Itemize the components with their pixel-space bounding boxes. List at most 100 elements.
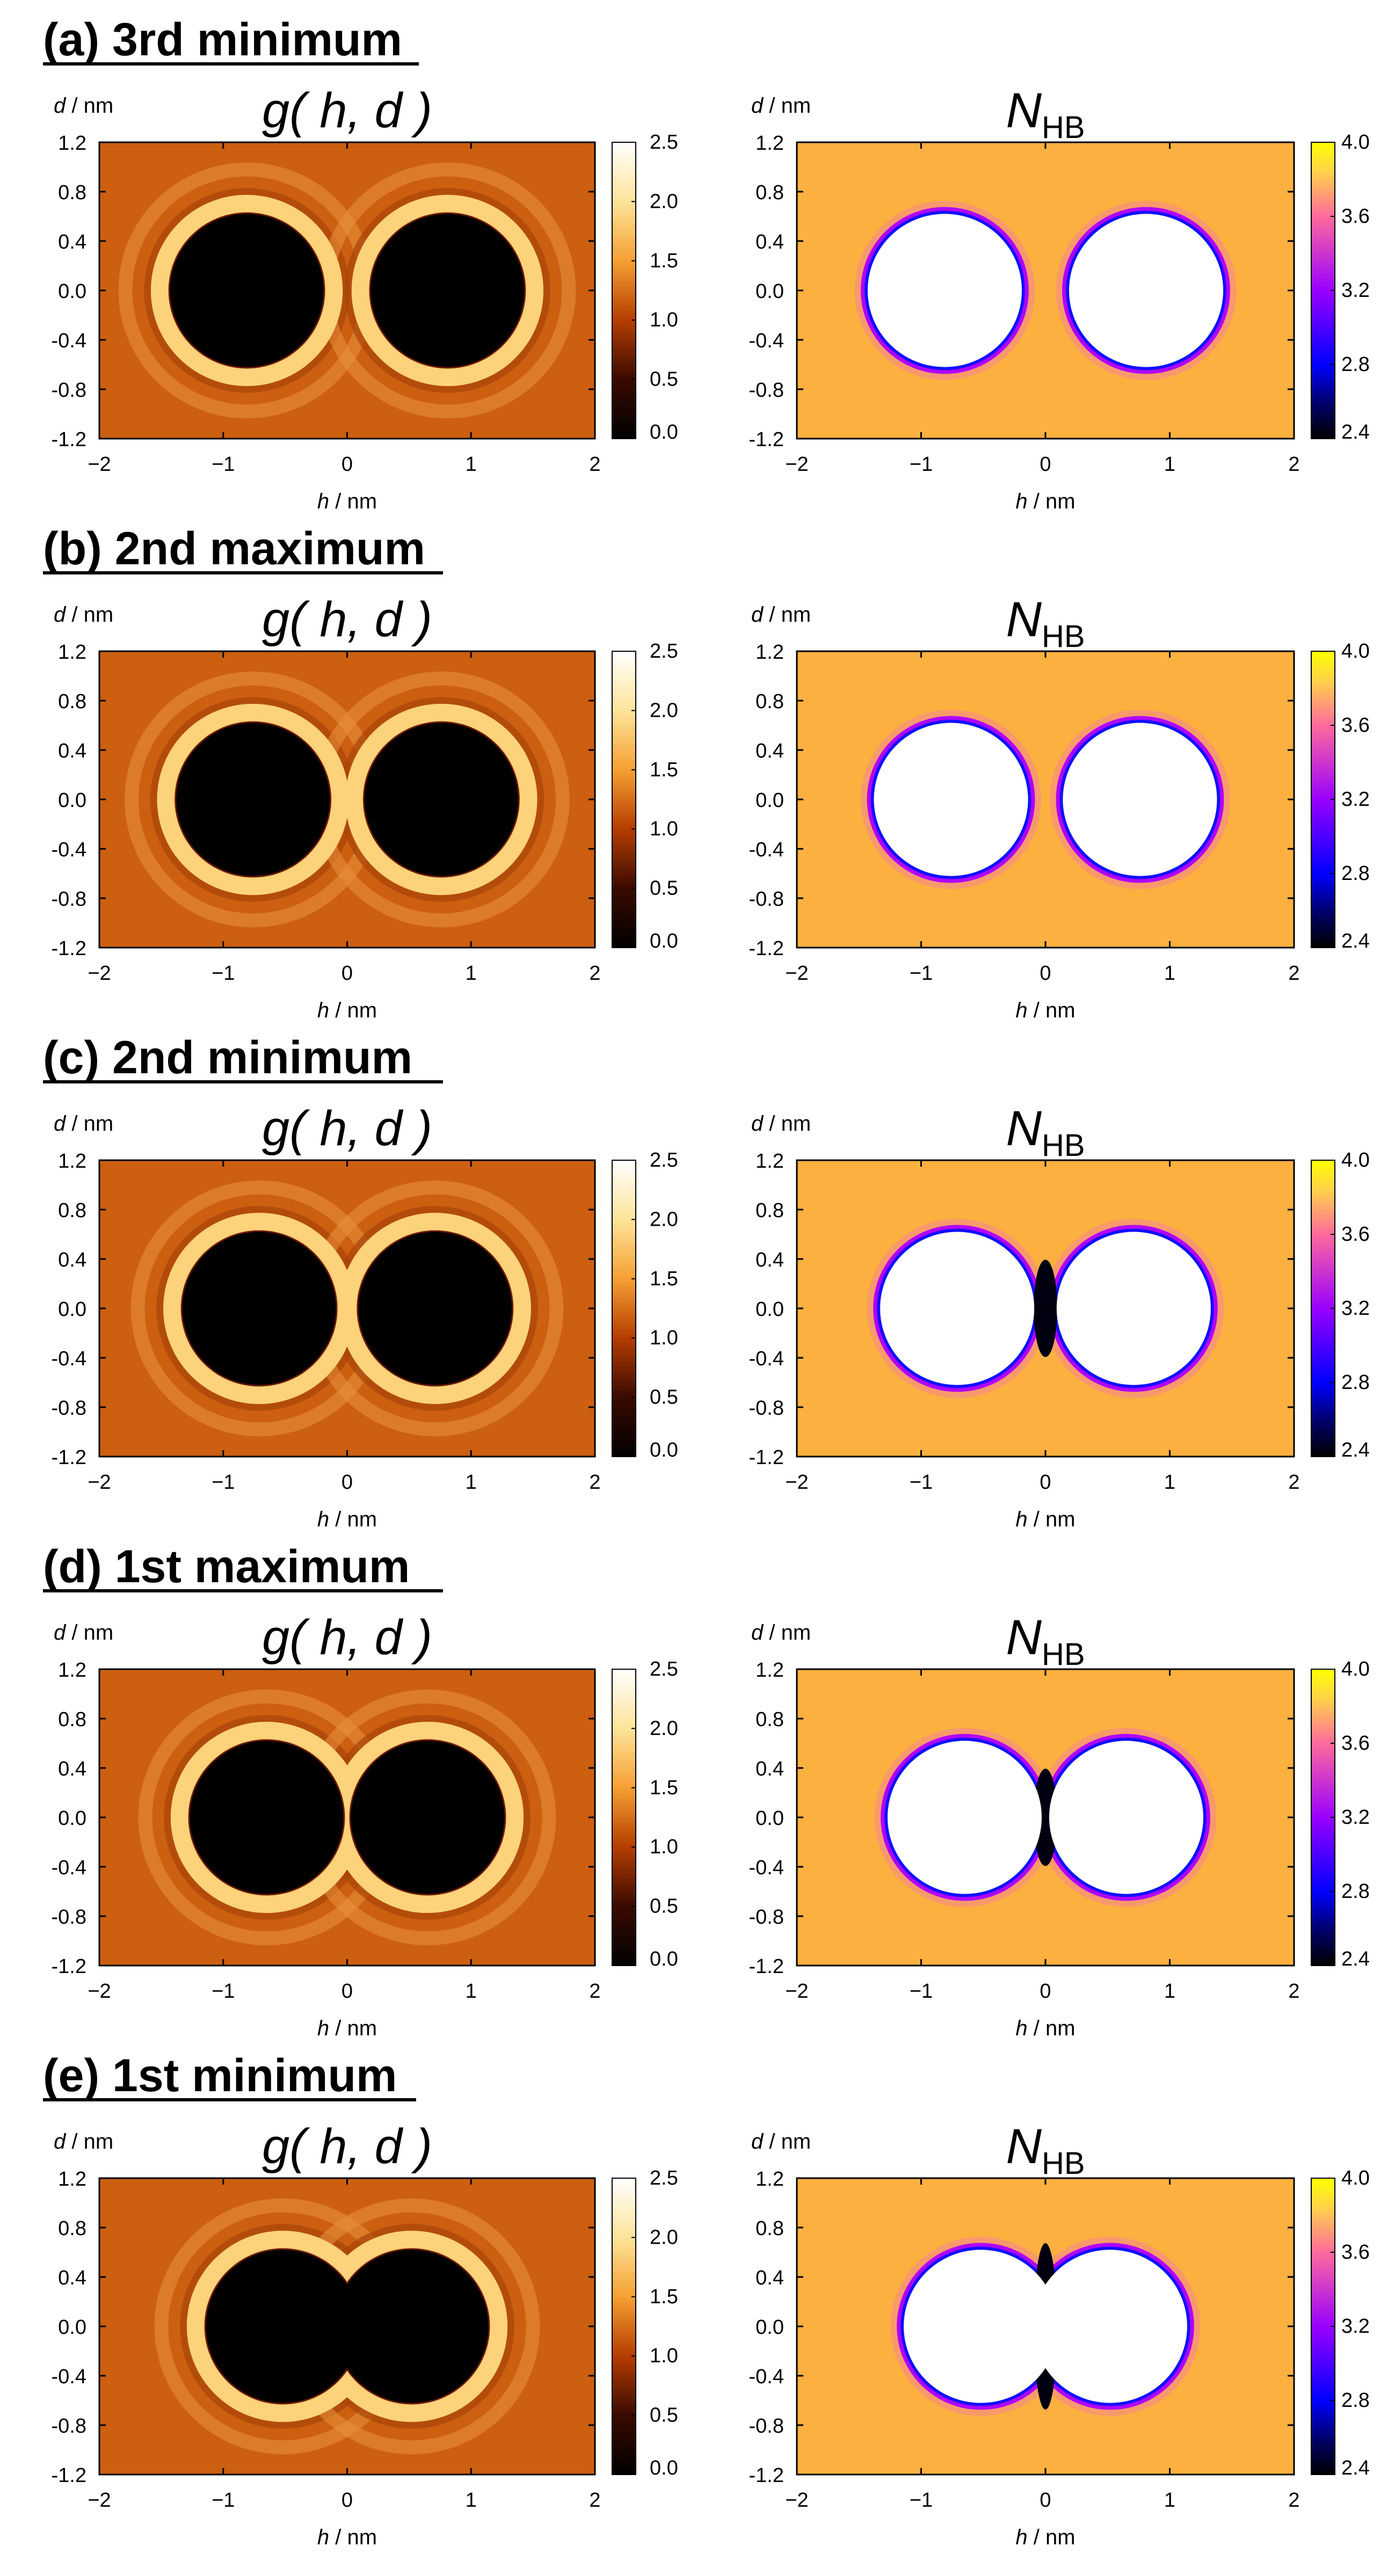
x-axis-var: h [317,999,329,1022]
x-tick-label: 2 [1288,962,1299,985]
excluded-region [358,1232,512,1385]
y-axis-unit: / nm [763,1621,811,1644]
panel: (c) 2nd minimum1.20.80.40.0-0.4-0.8-1.2−… [43,1032,1370,1531]
y-tick-label: 0.4 [58,2267,86,2289]
y-tick-label: -0.4 [52,839,86,861]
x-axis-label: h / nm [317,490,377,513]
y-tick-label: 1.2 [58,132,86,155]
x-axis-label: h / nm [1015,2017,1075,2040]
x-tick-label: −2 [785,962,808,985]
y-tick-label: 0.8 [58,690,86,713]
excluded-region [176,723,330,876]
x-tick-label: 0 [1040,962,1051,985]
plot-title-main: g( h, d ) [262,2119,432,2174]
y-axis-label: d / nm [751,1112,811,1136]
y-axis-var: d [751,1112,764,1136]
colorbar-tick-label: 0.0 [650,2457,678,2479]
x-axis-var: h [1015,490,1027,513]
x-tick-label: 1 [466,962,477,985]
y-tick-label: 0.4 [755,740,784,762]
excluded-region [880,1232,1035,1385]
y-tick-label: 0.4 [58,1758,86,1780]
x-axis-var: h [317,1508,329,1531]
excluded-region [1049,1741,1204,1894]
colorbar-tick-label: 4.0 [1341,640,1370,663]
plot-title-main: N [1006,83,1042,138]
colorbar-tick-label: 2.0 [650,699,678,722]
x-axis-label: h / nm [1015,999,1075,1022]
x-tick-label: 0 [1040,453,1051,476]
x-tick-label: 1 [1164,2489,1175,2512]
y-axis-var: d [751,603,764,627]
x-tick-label: 2 [589,453,600,476]
colorbar-tick-label: 3.2 [1341,279,1370,302]
plot-title-main: g( h, d ) [262,83,432,138]
depletion-ring [345,188,550,393]
plot-title-main: g( h, d ) [262,592,432,647]
excluded-region [182,1232,336,1385]
colorbar-tick-label: 1.0 [650,1836,678,1858]
y-tick-label: 0.0 [755,1298,784,1321]
y-tick-label: 0.8 [58,1199,86,1222]
y-axis-unit: / nm [763,94,811,118]
panel: (a) 3rd minimum1.20.80.40.0-0.4-0.8-1.2−… [43,14,1370,513]
x-tick-label: 2 [1288,2489,1299,2512]
x-axis-unit: / nm [1028,2017,1076,2040]
y-tick-label: 0.0 [58,789,86,812]
colorbar-tick-label: 2.4 [1341,930,1370,952]
colorbar-tick-label: 2.5 [650,1149,678,1171]
x-tick-label: −2 [785,1471,808,1494]
y-tick-label: 0.4 [58,740,86,762]
plot-title-main: g( h, d ) [262,1101,432,1156]
g-map: 1.20.80.40.0-0.4-0.8-1.2−2 −1 0 1 2d / nmh /… [52,83,678,513]
excluded-region [351,1741,505,1894]
plot-title: g( h, d ) [262,2119,432,2174]
colorbar-tick-label: 2.4 [1341,1948,1370,1970]
x-tick-label: −1 [212,453,235,476]
first-shell [345,703,537,896]
x-axis-var: h [1015,2526,1027,2549]
excluded-region [364,723,518,876]
x-axis-label: h / nm [317,2526,377,2549]
y-tick-label: 0.0 [58,280,86,303]
plot-title-main: N [1006,2119,1042,2174]
first-shell [157,703,349,896]
y-tick-label: 0.8 [755,1199,784,1222]
x-axis-unit: / nm [329,2526,377,2549]
y-tick-label: 0.0 [755,1807,784,1830]
colorbar-tick-label: 2.0 [650,190,678,213]
x-tick-label: −1 [910,1980,933,2003]
y-tick-label: 0.4 [755,1249,784,1271]
colorbar-tick-label: 2.8 [1341,862,1370,885]
plot-title-sub: HB [1042,1128,1085,1163]
colorbar-tick-label: 0.5 [650,2404,678,2427]
colorbar-tick-label: 0.0 [650,930,678,952]
x-tick-label: 1 [1164,453,1175,476]
y-axis-var: d [54,2130,67,2153]
x-tick-label: 1 [466,2489,477,2512]
colorbar-tick-label: 0.5 [650,1386,678,1409]
y-tick-label: -0.8 [52,1906,86,1929]
y-tick-label: -0.8 [52,888,86,911]
panel-title: (a) 3rd minimum [43,14,402,66]
y-axis-unit: / nm [66,1112,113,1136]
colorbar-tick-label: 4.0 [1341,1149,1370,1171]
x-tick-label: 1 [466,453,477,476]
panel-title: (e) 1st minimum [43,2050,397,2101]
colorbar-tick-label: 2.4 [1341,1439,1370,1461]
excluded-region [887,1741,1042,1894]
y-tick-label: -0.4 [749,2366,784,2388]
x-tick-label: 2 [1288,1980,1299,2003]
plot-title: NHB [1006,1610,1085,1672]
plot-title-main: N [1006,592,1042,647]
y-axis-label: d / nm [54,94,113,118]
colorbar-tick-label: 3.2 [1341,788,1370,811]
colorbar-tick-label: 0.5 [650,1895,678,1918]
y-tick-label: -0.8 [749,379,784,402]
colorbar-tick-label: 3.2 [1341,1806,1370,1829]
plot-title: NHB [1006,592,1085,654]
y-axis-unit: / nm [66,2130,113,2153]
y-axis-unit: / nm [66,94,113,118]
x-tick-label: 0 [342,1980,353,2003]
